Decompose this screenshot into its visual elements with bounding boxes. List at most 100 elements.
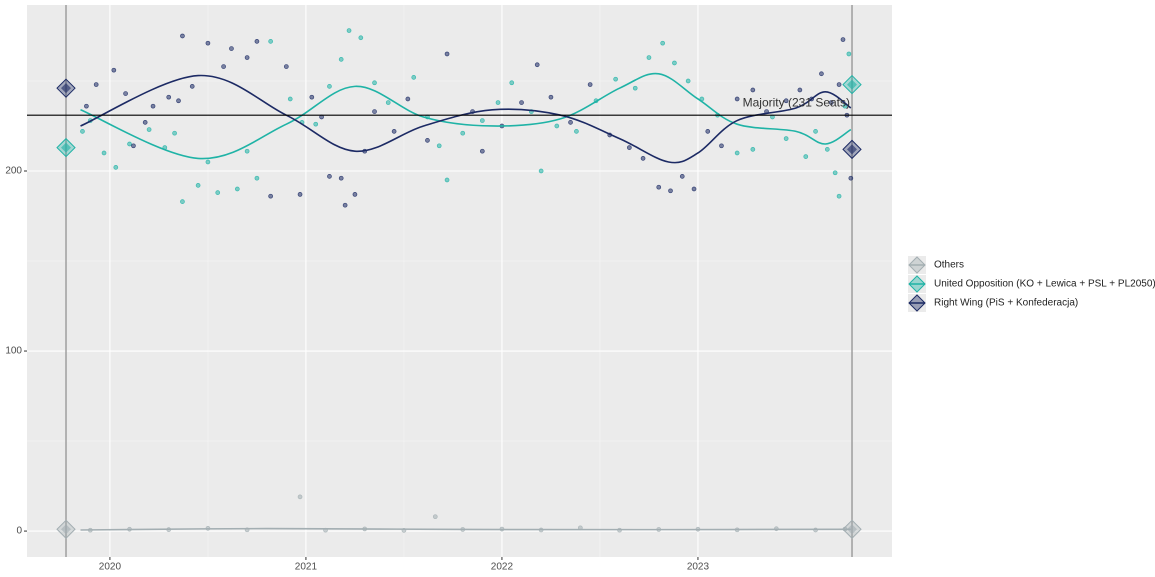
data-point	[519, 100, 524, 105]
data-point	[668, 188, 673, 194]
data-point	[338, 57, 344, 62]
election-marker-core	[847, 79, 858, 90]
election-result	[56, 137, 76, 158]
data-point	[205, 159, 211, 165]
data-point	[444, 51, 450, 57]
data-point	[391, 129, 397, 134]
election-result	[842, 139, 862, 160]
data-point	[534, 62, 540, 68]
data-point	[244, 55, 250, 60]
y-tick-label: 0	[16, 526, 22, 537]
data-point	[828, 100, 834, 105]
data-point	[411, 75, 417, 80]
y-tick-label: 100	[5, 346, 22, 357]
data-point	[685, 78, 691, 84]
data-point	[479, 118, 485, 123]
data-point	[346, 28, 352, 33]
data-point	[327, 174, 332, 179]
data-point	[142, 120, 148, 125]
data-point	[803, 154, 809, 159]
legend-label: Others	[934, 260, 964, 271]
data-point	[268, 39, 273, 44]
data-point	[444, 177, 450, 183]
data-point	[819, 71, 824, 77]
election-marker-core	[847, 144, 858, 155]
data-point	[244, 148, 250, 154]
data-point	[626, 145, 632, 150]
data-point	[254, 39, 260, 44]
data-point	[180, 199, 185, 204]
data-point	[150, 103, 156, 109]
plot-background	[27, 5, 892, 557]
data-point	[509, 80, 515, 86]
data-point	[538, 168, 544, 174]
data-point	[719, 143, 724, 149]
data-point	[548, 94, 554, 100]
election-marker-core	[61, 524, 72, 535]
legend-key-diamond	[908, 275, 926, 293]
data-point	[632, 85, 638, 91]
data-point	[848, 175, 854, 181]
x-tick-label: 2023	[687, 562, 710, 573]
data-point	[131, 143, 136, 149]
data-point	[327, 84, 332, 89]
data-point	[215, 190, 221, 195]
data-point	[656, 184, 662, 190]
data-point	[101, 150, 107, 156]
data-point	[372, 80, 377, 86]
data-point	[221, 64, 226, 69]
data-point	[460, 130, 466, 136]
trend-line	[80, 527, 851, 531]
data-point	[679, 174, 685, 179]
data-point	[283, 64, 289, 69]
data-point	[574, 129, 579, 134]
election-result	[842, 74, 862, 95]
data-point	[297, 192, 303, 197]
data-point	[750, 87, 756, 93]
legend-label: United Opposition (KO + Lewica + PSL + P…	[934, 279, 1155, 290]
data-point	[750, 147, 756, 152]
data-point	[176, 98, 181, 104]
data-point	[234, 186, 240, 192]
data-point	[352, 192, 358, 197]
data-point	[313, 121, 319, 127]
data-point	[254, 175, 260, 181]
majority-label: Majority (231 Seats)	[743, 95, 850, 109]
data-point	[405, 96, 411, 102]
data-point	[297, 494, 303, 500]
data-point	[287, 96, 293, 102]
x-tick-label: 2022	[491, 562, 514, 573]
data-point	[358, 35, 364, 41]
data-point	[189, 84, 195, 89]
election-result	[842, 519, 862, 539]
data-point	[783, 136, 789, 141]
legend-key-diamond	[908, 256, 926, 274]
data-point	[840, 37, 846, 42]
data-point	[832, 170, 838, 176]
data-point	[309, 94, 315, 100]
data-point	[111, 67, 117, 73]
data-point	[127, 141, 132, 147]
data-point	[813, 129, 818, 134]
data-point	[205, 40, 211, 46]
data-point	[338, 175, 344, 181]
data-point	[195, 183, 201, 188]
data-point	[385, 100, 391, 105]
data-point	[568, 120, 573, 125]
election-marker-core	[61, 142, 72, 153]
data-point	[660, 40, 666, 46]
legend-label: Right Wing (PiS + Konfederacja)	[934, 298, 1078, 309]
data-point	[734, 96, 740, 102]
election-result	[56, 78, 76, 98]
data-point	[229, 46, 234, 51]
data-point	[479, 148, 485, 154]
data-point	[554, 123, 560, 129]
data-point	[587, 82, 593, 87]
data-point	[824, 147, 830, 152]
data-point	[640, 156, 646, 161]
trend-line	[80, 72, 852, 160]
data-point	[436, 143, 442, 149]
data-point	[123, 91, 128, 96]
data-point	[836, 193, 842, 199]
